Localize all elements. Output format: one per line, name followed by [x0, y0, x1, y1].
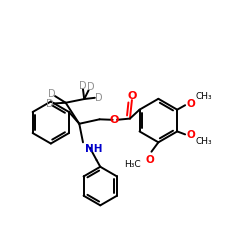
Text: O: O — [145, 155, 154, 165]
Text: CH₃: CH₃ — [195, 137, 212, 146]
Text: O: O — [186, 99, 195, 109]
Text: NH: NH — [85, 144, 102, 154]
Text: D: D — [86, 82, 94, 92]
Text: D: D — [95, 93, 102, 103]
Text: H₃C: H₃C — [124, 160, 140, 169]
Text: O: O — [109, 115, 118, 125]
Text: O: O — [127, 90, 136, 101]
Text: D: D — [79, 81, 87, 91]
Text: D: D — [48, 89, 56, 99]
Text: O: O — [186, 130, 195, 140]
Text: D: D — [46, 99, 54, 109]
Text: CH₃: CH₃ — [195, 92, 212, 101]
